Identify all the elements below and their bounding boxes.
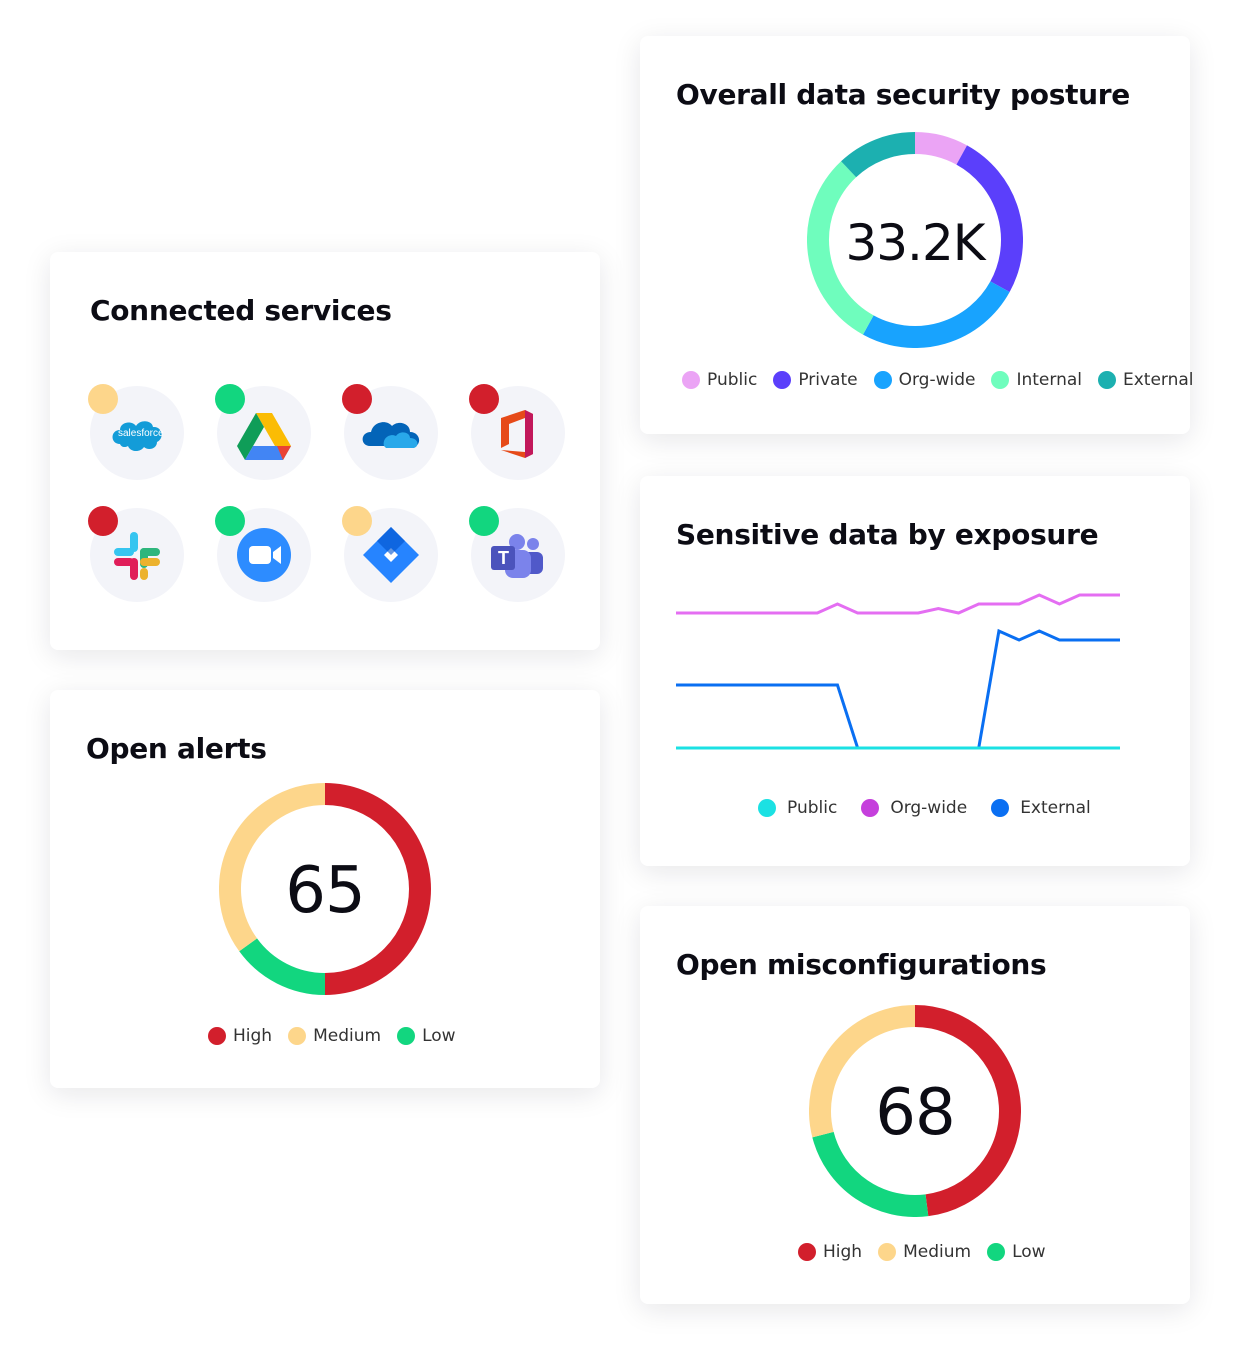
- alerts-total: 65: [285, 854, 365, 928]
- posture-total: 33.2K: [845, 214, 985, 272]
- series-line-org-wide: [676, 593, 1120, 615]
- legend-dot: [873, 371, 892, 389]
- legend-item-internal: Internal: [991, 370, 1082, 390]
- misconfig-card: Open misconfigurations 68 High Medium Lo…: [640, 906, 1190, 1304]
- donut-slice-low: [812, 1131, 929, 1217]
- donut-slice-private: [956, 145, 1023, 293]
- legend-item-high: High: [208, 1026, 272, 1046]
- status-dot-medium: [88, 384, 118, 414]
- legend-dot: [208, 1027, 226, 1045]
- legend-dot: [987, 1243, 1006, 1261]
- donut-slice-medium: [809, 1005, 916, 1138]
- donut-slice-high: [324, 783, 431, 995]
- legend-dot: [758, 799, 776, 817]
- status-dot-high: [469, 384, 499, 414]
- alerts-donut: [219, 783, 431, 995]
- exposure-card: Sensitive data by exposure Public Org-wi…: [640, 476, 1190, 866]
- teams-logo-text: T: [498, 548, 509, 568]
- salesforce-icon: [112, 421, 162, 452]
- misconfig-title: Open misconfigurations: [676, 948, 1047, 981]
- onedrive-icon: [362, 422, 420, 448]
- legend-dot: [798, 1243, 816, 1261]
- exposure-title: Sensitive data by exposure: [676, 518, 1099, 551]
- service-onedrive[interactable]: [342, 384, 438, 480]
- legend-dot: [861, 799, 880, 817]
- legend-item-private: Private: [773, 370, 858, 390]
- donut-slice-low: [239, 938, 326, 995]
- alerts-legend: High Medium Low: [208, 1026, 456, 1046]
- legend-dot: [682, 371, 700, 389]
- exposure-line-chart: [676, 593, 1120, 750]
- legend-dot: [288, 1027, 307, 1045]
- service-office[interactable]: [469, 384, 565, 480]
- donut-slice-public: [914, 132, 968, 165]
- office-icon: [501, 410, 533, 458]
- legend-dot: [991, 799, 1010, 817]
- legend-item-low: Low: [987, 1242, 1046, 1262]
- jira-icon: [363, 527, 419, 583]
- legend-item-medium: Medium: [878, 1242, 971, 1262]
- status-dot-low: [469, 506, 499, 536]
- posture-title: Overall data security posture: [676, 78, 1130, 111]
- status-dot-medium: [342, 506, 372, 536]
- service-slack[interactable]: [88, 506, 184, 602]
- status-dot-low: [215, 506, 245, 536]
- services-card: Connected services salesforce: [50, 252, 600, 650]
- services-title: Connected services: [90, 294, 392, 327]
- posture-donut: [807, 132, 1023, 348]
- legend-dot: [773, 371, 792, 389]
- teams-icon: [491, 534, 543, 578]
- donut-slice-internal: [807, 161, 874, 335]
- misconfig-donut: [809, 1005, 1021, 1217]
- legend-item-public: Public: [758, 798, 837, 818]
- legend-item-external: External: [1098, 370, 1194, 390]
- service-zoom[interactable]: [215, 506, 311, 602]
- posture-card: Overall data security posture 33.2K Publ…: [640, 36, 1194, 434]
- posture-legend: Public Private Org-wide Internal Externa…: [682, 370, 1194, 390]
- misconfig-legend: High Medium Low: [798, 1242, 1046, 1262]
- status-dot-high: [88, 506, 118, 536]
- donut-slice-external: [841, 132, 916, 178]
- legend-item-medium: Medium: [288, 1026, 381, 1046]
- alerts-card: Open alerts 65 High Medium Low: [50, 690, 600, 1088]
- legend-item-org-wide: Org-wide: [861, 798, 967, 818]
- service-teams[interactable]: T: [469, 506, 565, 602]
- legend-dot: [397, 1027, 416, 1045]
- service-salesforce[interactable]: salesforce: [88, 384, 184, 480]
- legend-item-high: High: [798, 1242, 862, 1262]
- legend-dot: [878, 1243, 897, 1261]
- legend-item-public: Public: [682, 370, 757, 390]
- legend-item-external: External: [991, 798, 1091, 818]
- donut-slice-high: [914, 1005, 1021, 1217]
- zoom-icon: [237, 528, 291, 582]
- donut-slice-medium: [219, 783, 326, 952]
- legend-dot: [991, 371, 1010, 389]
- legend-item-low: Low: [397, 1026, 456, 1046]
- service-jira[interactable]: [342, 506, 438, 602]
- status-dot-high: [342, 384, 372, 414]
- legend-dot: [1098, 371, 1116, 389]
- misconfig-total: 68: [875, 1076, 955, 1150]
- legend-item-org-wide: Org-wide: [873, 370, 975, 390]
- service-google-drive[interactable]: [215, 384, 311, 480]
- exposure-legend: Public Org-wide External: [758, 798, 1091, 818]
- alerts-title: Open alerts: [86, 732, 267, 765]
- google-drive-icon: [237, 413, 291, 460]
- donut-slice-org-wide: [862, 281, 1010, 348]
- series-line-external: [676, 628, 1120, 750]
- salesforce-logo-text: salesforce: [118, 428, 164, 439]
- status-dot-low: [215, 384, 245, 414]
- slack-icon: [114, 532, 160, 580]
